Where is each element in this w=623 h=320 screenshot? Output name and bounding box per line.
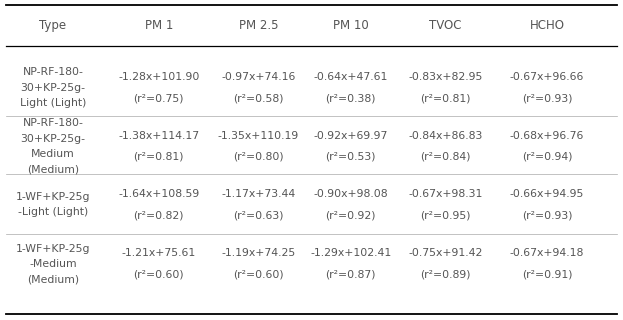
Text: -0.68x+96.76: -0.68x+96.76 xyxy=(510,131,584,141)
Text: -1.28x+101.90: -1.28x+101.90 xyxy=(118,72,199,82)
Text: (r²=0.82): (r²=0.82) xyxy=(133,210,184,220)
Text: 30+KP-25g-: 30+KP-25g- xyxy=(21,83,85,93)
Text: PM 10: PM 10 xyxy=(333,19,369,32)
Text: -1.21x+75.61: -1.21x+75.61 xyxy=(121,248,196,259)
Text: -1.19x+74.25: -1.19x+74.25 xyxy=(221,248,296,259)
Text: -1.17x+73.44: -1.17x+73.44 xyxy=(221,189,296,199)
Text: -0.84x+86.83: -0.84x+86.83 xyxy=(408,131,483,141)
Text: (r²=0.58): (r²=0.58) xyxy=(233,93,284,103)
Text: -0.90x+98.08: -0.90x+98.08 xyxy=(313,189,388,199)
Text: (r²=0.38): (r²=0.38) xyxy=(325,93,376,103)
Text: (r²=0.95): (r²=0.95) xyxy=(420,210,471,220)
Text: Type: Type xyxy=(39,19,67,32)
Text: (r²=0.93): (r²=0.93) xyxy=(521,210,573,220)
Text: -0.83x+82.95: -0.83x+82.95 xyxy=(408,72,483,82)
Text: (Medium): (Medium) xyxy=(27,274,79,284)
Text: -0.67x+96.66: -0.67x+96.66 xyxy=(510,72,584,82)
Text: (r²=0.89): (r²=0.89) xyxy=(420,269,471,280)
Text: -Light (Light): -Light (Light) xyxy=(18,207,88,218)
Text: -0.67x+94.18: -0.67x+94.18 xyxy=(510,248,584,259)
Text: -0.64x+47.61: -0.64x+47.61 xyxy=(313,72,388,82)
Text: -0.92x+69.97: -0.92x+69.97 xyxy=(313,131,388,141)
Text: (r²=0.60): (r²=0.60) xyxy=(233,269,284,280)
Text: (r²=0.63): (r²=0.63) xyxy=(233,210,284,220)
Text: -0.97x+74.16: -0.97x+74.16 xyxy=(221,72,296,82)
Text: (r²=0.60): (r²=0.60) xyxy=(133,269,184,280)
Text: PM 2.5: PM 2.5 xyxy=(239,19,278,32)
Text: -1.35x+110.19: -1.35x+110.19 xyxy=(218,131,299,141)
Text: (r²=0.91): (r²=0.91) xyxy=(521,269,573,280)
Text: 1-WF+KP-25g: 1-WF+KP-25g xyxy=(16,192,90,202)
Text: (r²=0.92): (r²=0.92) xyxy=(325,210,376,220)
Text: (r²=0.94): (r²=0.94) xyxy=(521,152,573,162)
Text: (Medium): (Medium) xyxy=(27,164,79,174)
Text: (r²=0.93): (r²=0.93) xyxy=(521,93,573,103)
Text: -0.75x+91.42: -0.75x+91.42 xyxy=(408,248,483,259)
Text: (r²=0.84): (r²=0.84) xyxy=(420,152,471,162)
Text: (r²=0.80): (r²=0.80) xyxy=(233,152,284,162)
Text: Medium: Medium xyxy=(31,149,75,159)
Text: -0.66x+94.95: -0.66x+94.95 xyxy=(510,189,584,199)
Text: 1-WF+KP-25g: 1-WF+KP-25g xyxy=(16,244,90,254)
Text: (r²=0.75): (r²=0.75) xyxy=(133,93,184,103)
Text: Light (Light): Light (Light) xyxy=(20,98,86,108)
Text: -Medium: -Medium xyxy=(29,259,77,269)
Text: -1.38x+114.17: -1.38x+114.17 xyxy=(118,131,199,141)
Text: NP-RF-180-: NP-RF-180- xyxy=(22,118,83,128)
Text: (r²=0.87): (r²=0.87) xyxy=(325,269,376,280)
Text: (r²=0.81): (r²=0.81) xyxy=(133,152,184,162)
Text: (r²=0.81): (r²=0.81) xyxy=(420,93,471,103)
Text: -1.64x+108.59: -1.64x+108.59 xyxy=(118,189,199,199)
Text: PM 1: PM 1 xyxy=(145,19,173,32)
Text: NP-RF-180-: NP-RF-180- xyxy=(22,67,83,77)
Text: 30+KP-25g-: 30+KP-25g- xyxy=(21,133,85,144)
Text: (r²=0.53): (r²=0.53) xyxy=(325,152,376,162)
Text: TVOC: TVOC xyxy=(429,19,462,32)
Text: HCHO: HCHO xyxy=(530,19,564,32)
Text: -0.67x+98.31: -0.67x+98.31 xyxy=(408,189,483,199)
Text: -1.29x+102.41: -1.29x+102.41 xyxy=(310,248,391,259)
